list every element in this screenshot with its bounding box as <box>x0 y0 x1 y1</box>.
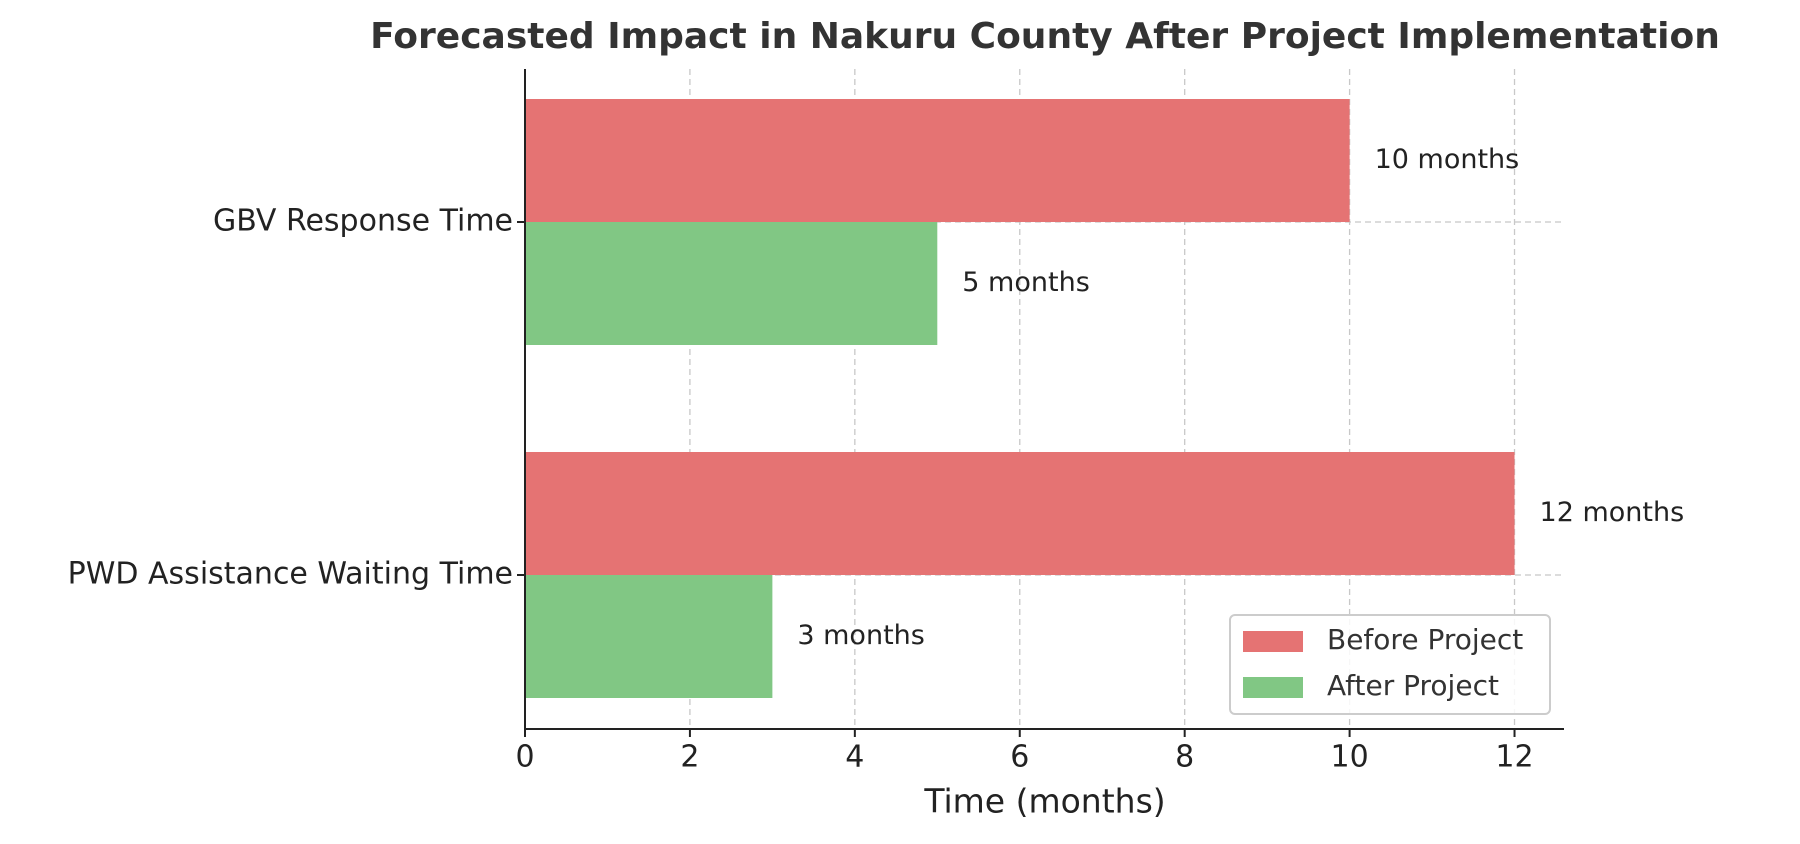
x-tick-label: 8 <box>1175 740 1194 775</box>
legend-swatch <box>1243 631 1303 652</box>
x-tick-label: 0 <box>515 740 534 775</box>
x-tick-label: 2 <box>680 740 699 775</box>
legend-box <box>1229 614 1551 715</box>
bar <box>525 222 938 345</box>
legend-label: Before Project <box>1327 623 1523 656</box>
chart-title: Forecasted Impact in Nakuru County After… <box>370 16 1720 57</box>
bar <box>525 99 1350 222</box>
legend-swatch <box>1243 677 1303 698</box>
y-tick-label: PWD Assistance Waiting Time <box>68 557 513 592</box>
x-tick-label: 10 <box>1331 740 1369 775</box>
bar <box>525 575 773 698</box>
x-axis-label: Time (months) <box>923 782 1165 821</box>
x-tick-label: 12 <box>1495 740 1533 775</box>
value-label: 10 months <box>1375 144 1520 175</box>
value-label: 5 months <box>962 267 1089 298</box>
value-label: 3 months <box>797 620 924 651</box>
y-tick-label: GBV Response Time <box>213 204 513 239</box>
x-tick-label: 4 <box>845 740 864 775</box>
bar <box>525 452 1515 575</box>
legend-label: After Project <box>1327 669 1499 702</box>
x-tick-label: 6 <box>1010 740 1029 775</box>
value-label: 12 months <box>1540 497 1685 528</box>
